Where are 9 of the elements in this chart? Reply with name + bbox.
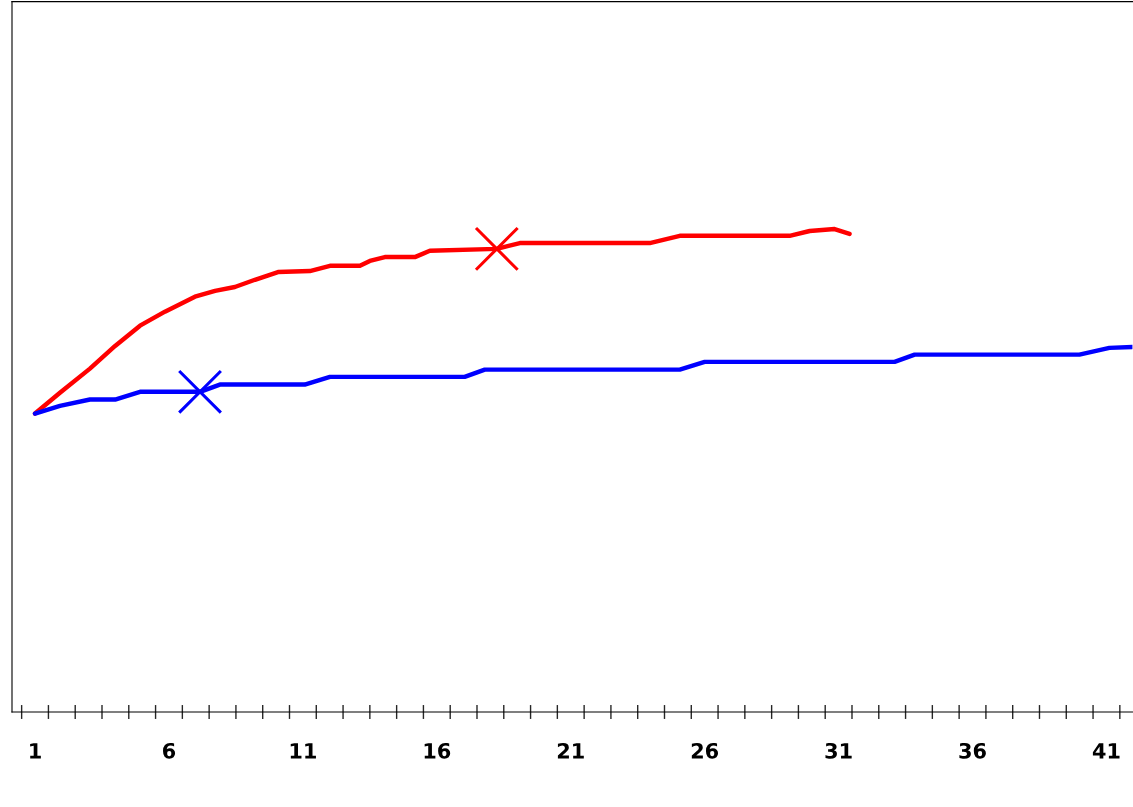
x-tick-label: 31 bbox=[825, 742, 852, 759]
x-tick-label: 36 bbox=[959, 742, 986, 759]
x-tick-label: 1 bbox=[30, 743, 41, 759]
x-tick-label: 6 bbox=[163, 742, 176, 759]
x-tick-label: 11 bbox=[290, 743, 316, 759]
x-tick-label: 26 bbox=[691, 742, 719, 759]
x-tick-label: 21 bbox=[557, 742, 584, 759]
x-tick-label: 41 bbox=[1092, 743, 1120, 759]
x-tick-label: 16 bbox=[424, 742, 451, 759]
